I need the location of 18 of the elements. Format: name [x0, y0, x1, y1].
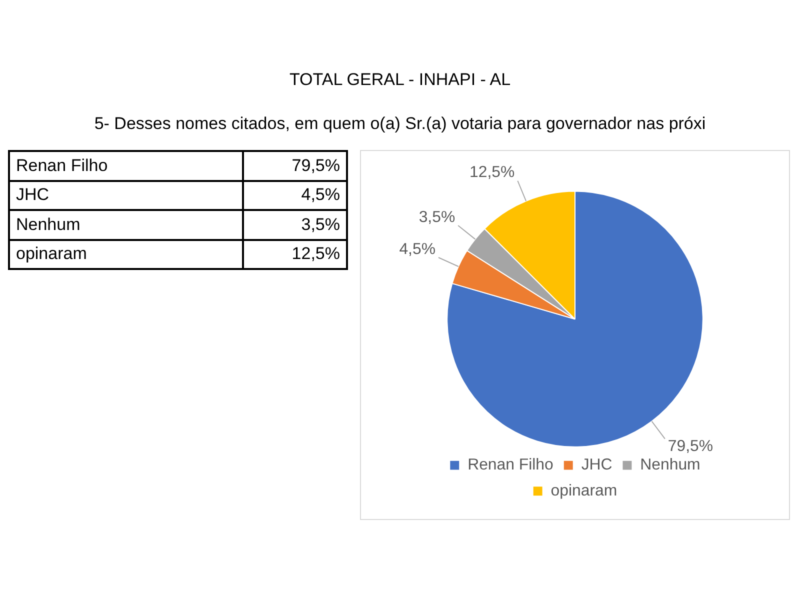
data-label: 12,5% — [470, 164, 515, 182]
category-label: Renan Filho — [16, 156, 108, 175]
legend-label: opinaram — [550, 482, 618, 500]
text: 3,5% — [301, 214, 340, 234]
category-label: opinaram — [16, 244, 87, 264]
legend-label: Renan Filho — [468, 456, 554, 474]
text: 12,5% — [292, 244, 340, 264]
text: 4,5% — [301, 185, 340, 204]
data-label: 4,5% — [399, 240, 436, 258]
data-label: 3,5% — [418, 208, 456, 226]
legend-label: JHC — [581, 456, 612, 474]
legend-label: Nenhum — [640, 456, 700, 474]
chart-subtitle: 5- Desses nomes citados, em quem o(a) Sr.(a) votaria para governador nas próxi — [93, 114, 707, 134]
category-label: JHC — [16, 185, 50, 204]
text: 79,5% — [292, 156, 340, 175]
data-label: 79,5% — [668, 438, 714, 456]
chart-title: TOTAL GERAL - INHAPI - AL — [288, 70, 512, 90]
category-label: Nenhum — [16, 214, 80, 234]
